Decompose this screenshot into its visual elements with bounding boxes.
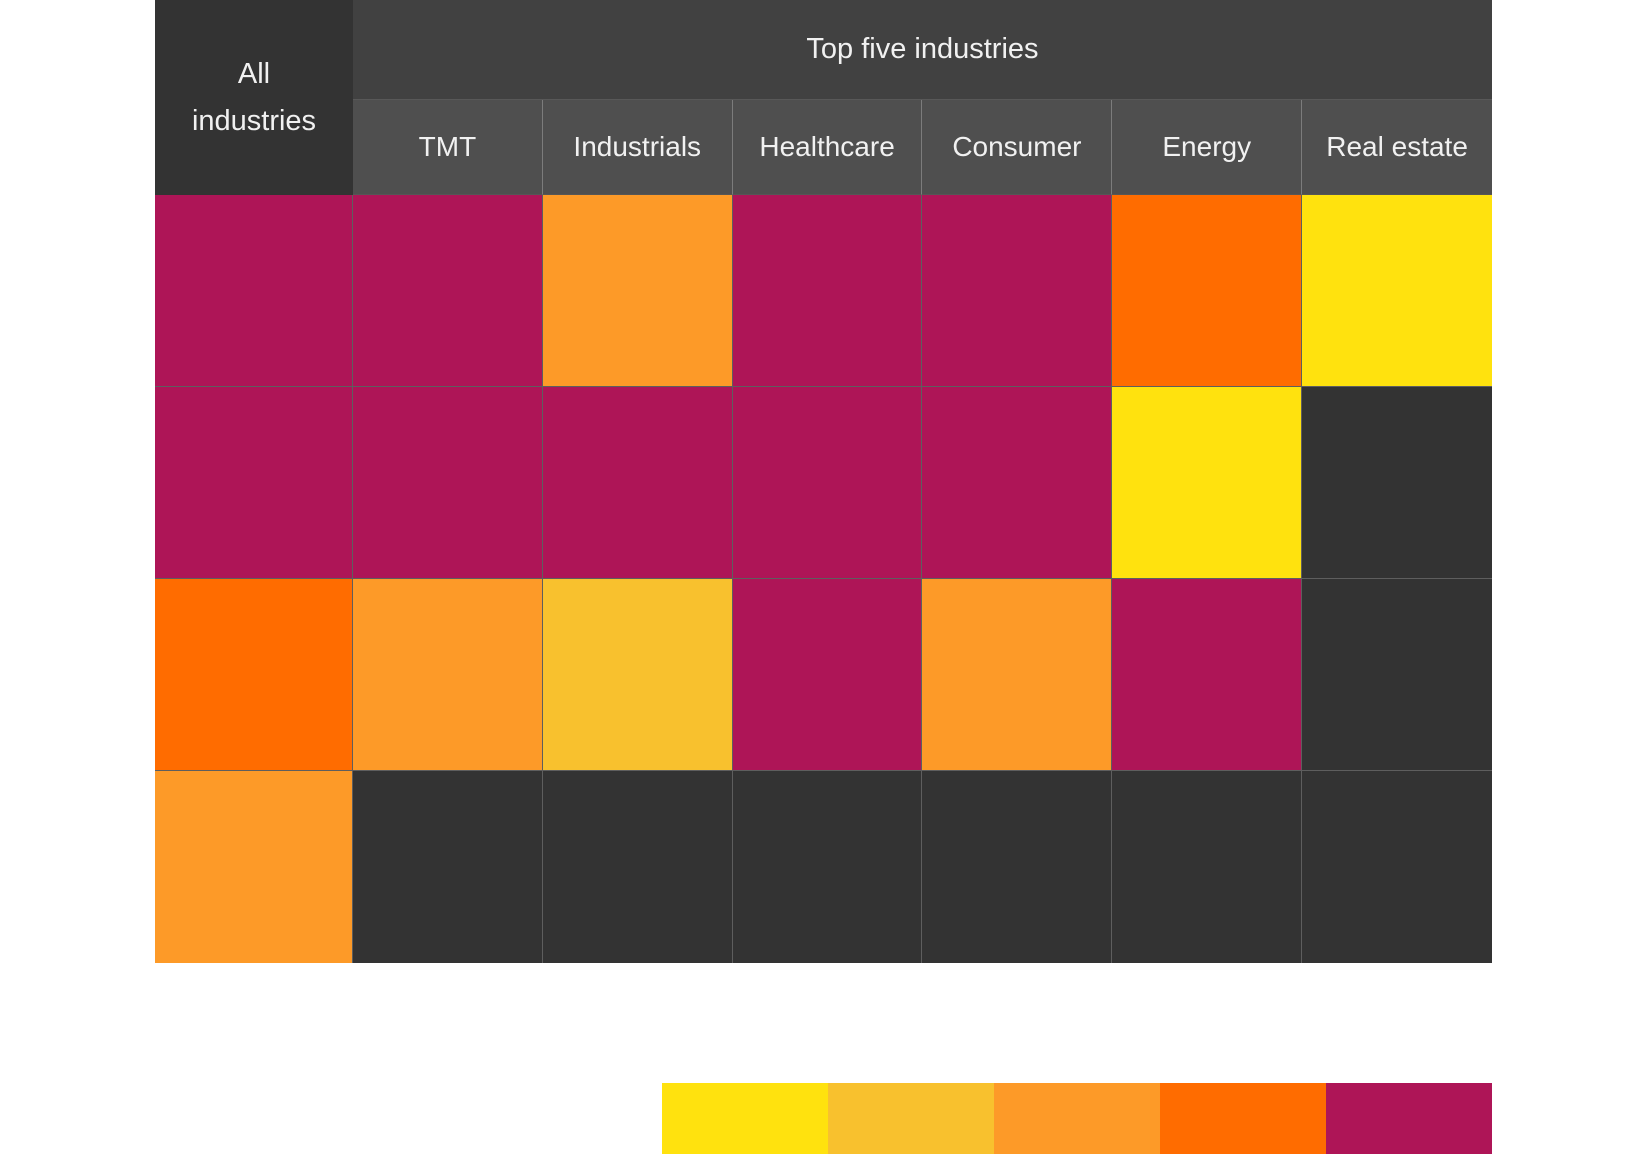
column-header-tmt: TMT [353, 100, 543, 195]
heatmap-cell-r3-energy [1112, 579, 1303, 771]
heatmap-cell-r4-industrials [542, 771, 733, 963]
heatmap-cell-r1-industrials [542, 195, 733, 387]
legend-swatch-dark-orange [1160, 1083, 1326, 1154]
all-industries-header-cell: All industries [155, 0, 353, 195]
heatmap-cell-r4-all-industries [155, 771, 353, 963]
heatmap-cell-r1-real-estate [1302, 195, 1492, 387]
heatmap-cell-r1-all-industries [155, 195, 353, 387]
heatmap-cell-r4-energy [1112, 771, 1303, 963]
color-scale-legend [662, 1083, 1492, 1154]
legend-swatch-magenta [1326, 1083, 1492, 1154]
heatmap-cell-r4-healthcare [732, 771, 923, 963]
heatmap-cell-r2-energy [1112, 387, 1303, 579]
heatmap-cell-r3-real-estate [1302, 579, 1492, 771]
heatmap-cell-r2-industrials [542, 387, 733, 579]
column-header-healthcare: Healthcare [732, 100, 923, 195]
column-header-real-estate: Real estate [1302, 100, 1492, 195]
column-header-consumer: Consumer [922, 100, 1113, 195]
heatmap-cell-r3-healthcare [732, 579, 923, 771]
heatmap-cell-r1-tmt [353, 195, 543, 387]
legend-swatch-orange [994, 1083, 1160, 1154]
column-header-energy: Energy [1112, 100, 1303, 195]
heatmap-cell-r4-real-estate [1302, 771, 1492, 963]
heatmap-cell-r2-consumer [922, 387, 1113, 579]
heatmap-cell-r2-real-estate [1302, 387, 1492, 579]
legend-swatch-amber [828, 1083, 994, 1154]
heatmap-cell-r2-all-industries [155, 387, 353, 579]
heatmap-cell-r1-consumer [922, 195, 1113, 387]
heatmap-cell-r1-healthcare [732, 195, 923, 387]
heatmap-cell-r3-industrials [542, 579, 733, 771]
industry-heatmap-table: All industries Top five industries TMT In… [155, 0, 1492, 963]
heatmap-cell-r1-energy [1112, 195, 1303, 387]
heatmap-cell-r4-consumer [922, 771, 1113, 963]
heatmap-cell-r2-healthcare [732, 387, 923, 579]
heatmap-cell-r2-tmt [353, 387, 543, 579]
column-header-industrials: Industrials [542, 100, 733, 195]
heatmap-cell-r3-tmt [353, 579, 543, 771]
legend-swatch-yellow [662, 1083, 828, 1154]
heatmap-cell-r4-tmt [353, 771, 543, 963]
top-five-industries-group-header: Top five industries [353, 0, 1492, 100]
heatmap-cell-r3-consumer [922, 579, 1113, 771]
heatmap-cell-r3-all-industries [155, 579, 353, 771]
